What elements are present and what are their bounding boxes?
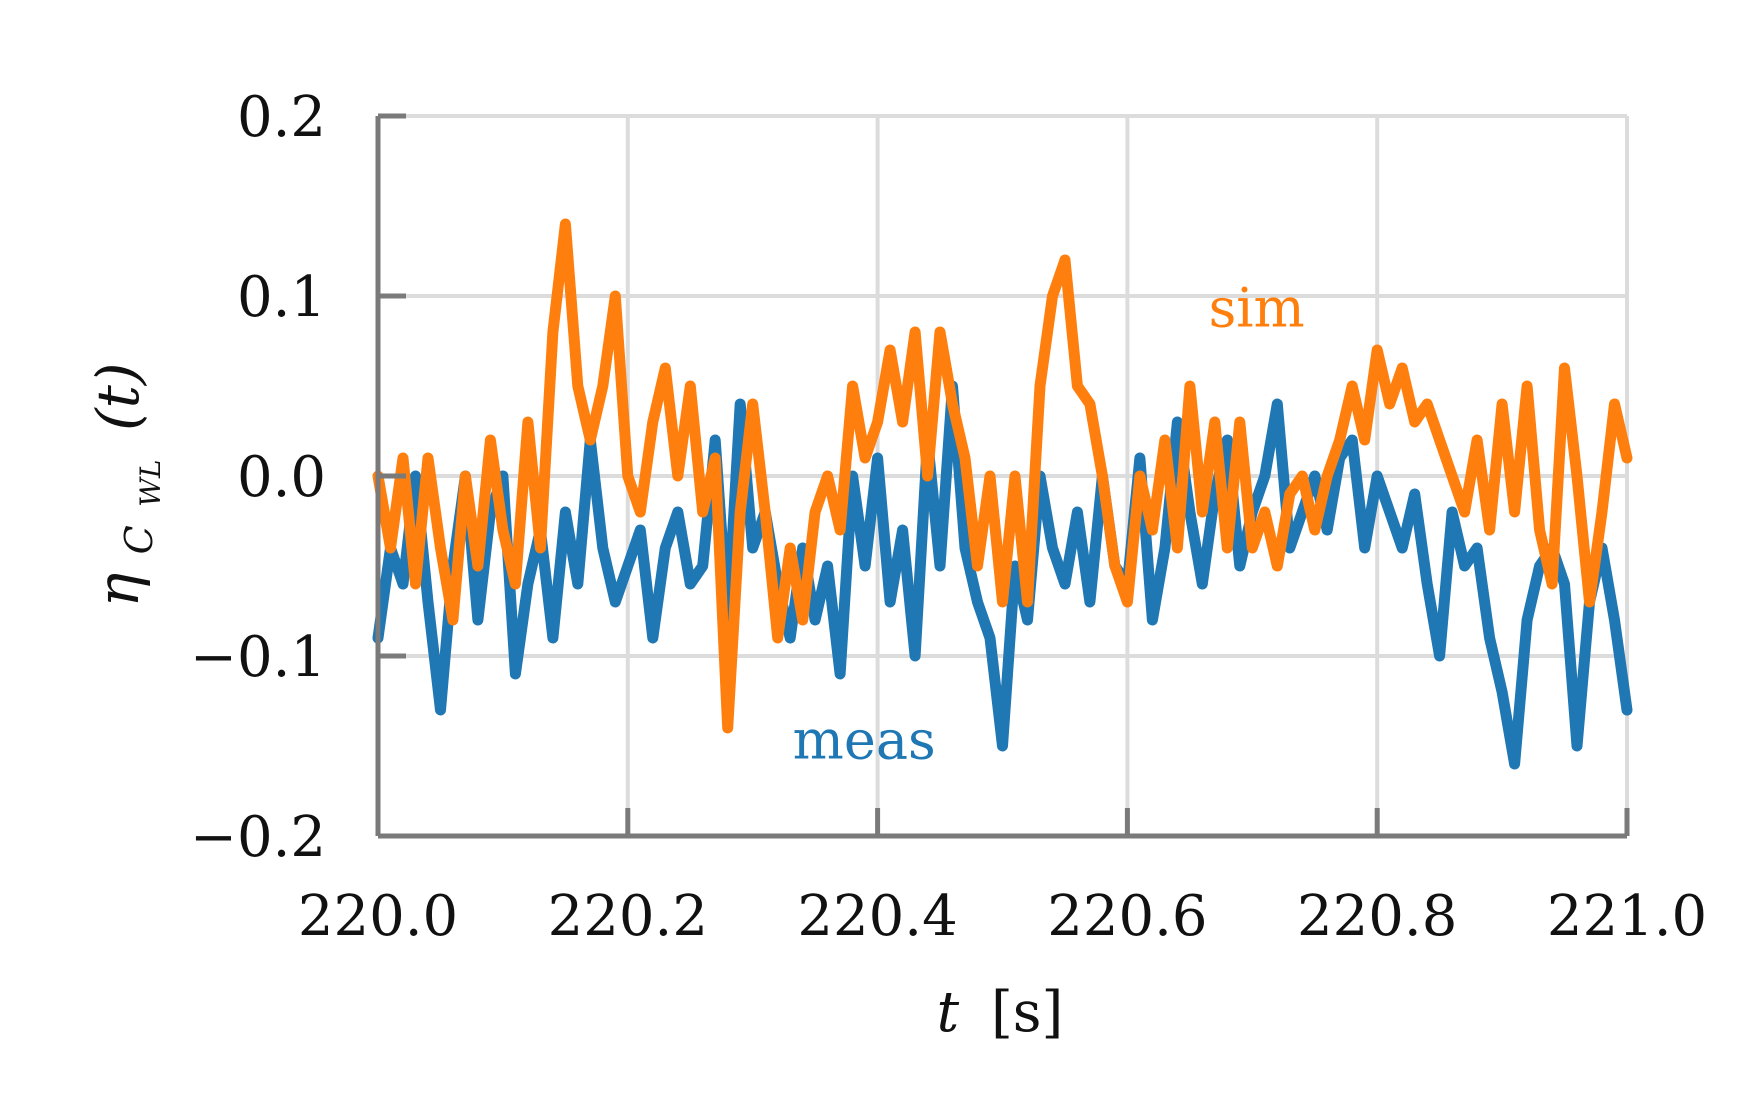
series-line-meas xyxy=(372,380,1633,770)
y-tick-label: −0.1 xyxy=(190,625,326,690)
series-line-sim xyxy=(372,218,1633,734)
series-label-sim: sim xyxy=(1209,277,1305,340)
series-label-meas: meas xyxy=(793,709,936,772)
y-axis-argument: (t) xyxy=(84,362,152,431)
x-axis-unit: [s] xyxy=(991,980,1063,1045)
axes xyxy=(375,113,1630,839)
x-axis-label: t [s] xyxy=(937,980,1064,1045)
y-tick-label: 0.2 xyxy=(237,85,326,150)
x-tick-label: 220.4 xyxy=(797,884,957,949)
x-tick-label: 221.0 xyxy=(1547,884,1707,949)
tick-labels: 220.0 220.2 220.4 220.6 220.8 221.0 −0.2 −0.1 0.… xyxy=(190,85,1707,949)
y-tick-label: 0.1 xyxy=(237,265,326,330)
x-tick-label: 220.6 xyxy=(1047,884,1207,949)
series-layer xyxy=(372,218,1633,770)
x-tick-label: 220.8 xyxy=(1297,884,1457,949)
y-tick-label: −0.2 xyxy=(190,805,326,870)
x-tick-label: 220.0 xyxy=(298,884,458,949)
series-labels: sim meas xyxy=(793,277,1305,772)
x-tick-label: 220.2 xyxy=(548,884,708,949)
y-axis-symbol: η xyxy=(84,573,152,608)
y-axis-label: η C WL (t) xyxy=(84,362,174,607)
x-axis-symbol: t xyxy=(937,980,960,1045)
y-axis-subsubscript: WL xyxy=(134,459,167,506)
y-tick-label: 0.0 xyxy=(237,445,326,510)
y-axis-subscript: C xyxy=(117,525,161,554)
